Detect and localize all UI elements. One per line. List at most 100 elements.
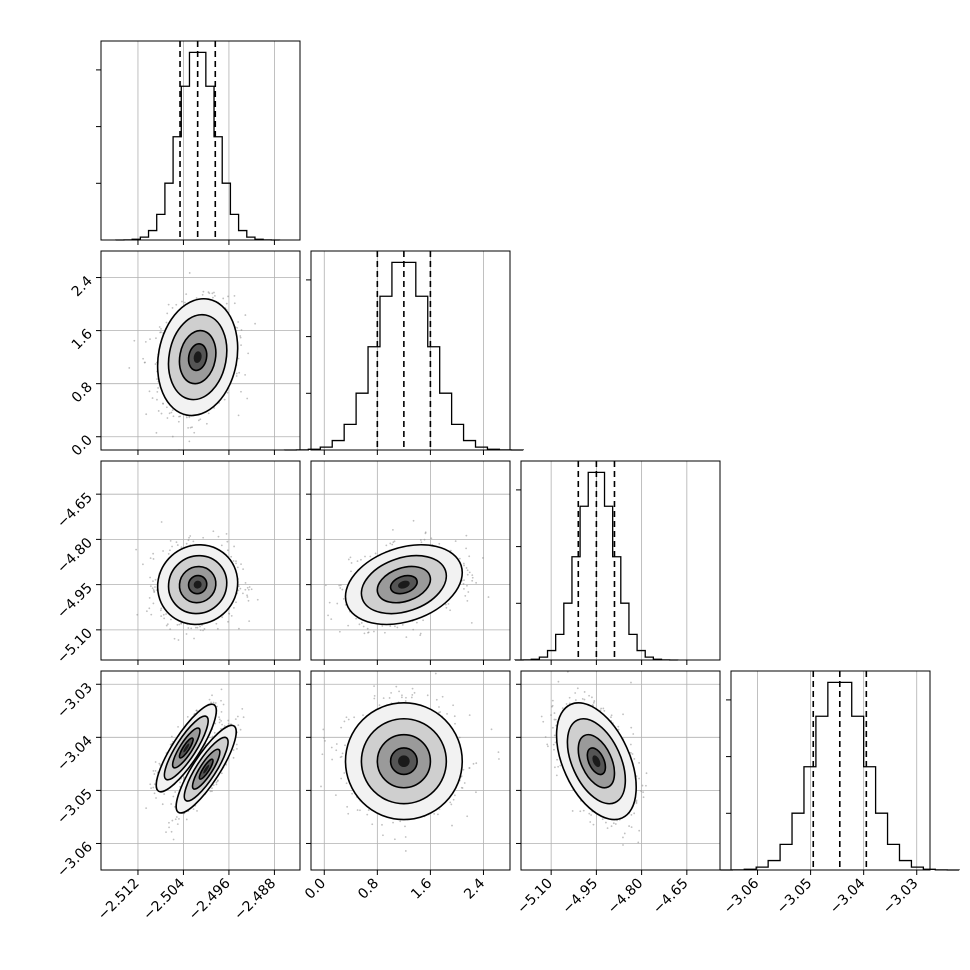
scatter-point	[330, 618, 333, 621]
scatter-point	[173, 637, 176, 640]
histogram-panel-3: −3.06 −3.05 −3.04 −3.03	[719, 670, 960, 917]
scatter-point	[196, 626, 199, 629]
scatter-point	[240, 563, 242, 566]
scatter-point	[178, 623, 181, 626]
scatter-point	[202, 629, 204, 632]
scatter-point	[212, 784, 215, 787]
scatter-point	[449, 609, 452, 612]
scatter-point	[235, 562, 237, 565]
scatter-point	[256, 598, 259, 601]
scatter-point	[394, 625, 396, 628]
scatter-point	[154, 586, 156, 588]
scatter-point	[218, 721, 221, 724]
scatter-point	[169, 540, 172, 542]
scatter-point	[168, 821, 170, 824]
scatter-point	[242, 568, 245, 571]
scatter-point	[177, 639, 180, 641]
scatter-point	[181, 300, 183, 303]
scatter-point	[128, 367, 131, 369]
scatter-point	[214, 722, 217, 725]
scatter-point	[328, 601, 331, 604]
contour-line	[187, 343, 208, 372]
scatter-point	[152, 786, 155, 789]
scatter-point	[246, 586, 249, 589]
scatter-panel-3-0: −2.512−2.504−2.496−2.488−3.06−3.05−3.04−…	[54, 670, 301, 923]
scatter-point	[165, 321, 168, 324]
scatter-point	[153, 792, 156, 795]
scatter-point	[470, 621, 473, 624]
scatter-point	[232, 560, 235, 562]
scatter-point	[225, 532, 228, 535]
scatter-point	[227, 620, 229, 623]
scatter-point	[155, 431, 158, 434]
axes-frame	[100, 40, 301, 241]
scatter-point	[233, 294, 236, 297]
scatter-point	[373, 685, 375, 688]
scatter-point	[438, 706, 440, 708]
scatter-point	[145, 610, 148, 613]
scatter-point	[424, 531, 427, 534]
scatter-panel-2-0: −5.10−4.95−4.80−4.65	[54, 460, 301, 667]
scatter-point	[237, 589, 240, 592]
scatter-point	[212, 530, 215, 533]
scatter-point	[166, 417, 169, 419]
y-tick-label: −3.05	[54, 786, 96, 828]
contour-line	[163, 715, 209, 781]
scatter-point	[197, 419, 200, 422]
scatter-point	[160, 607, 163, 610]
scatter-point	[364, 555, 366, 558]
scatter-point	[165, 624, 168, 627]
scatter-point	[211, 787, 213, 790]
y-tick-label: −3.04	[54, 733, 96, 775]
scatter-point	[412, 628, 415, 631]
scatter-point	[446, 712, 448, 715]
density-shade	[193, 351, 202, 363]
contour-line	[191, 748, 221, 790]
scatter-point	[240, 344, 242, 347]
scatter-point	[388, 697, 391, 699]
contour-line	[178, 737, 194, 759]
scatter-point	[458, 736, 461, 739]
scatter-point	[145, 807, 148, 810]
scatter-point	[158, 326, 161, 328]
contour-line	[187, 574, 208, 595]
scatter-point	[187, 539, 190, 542]
scatter-point	[369, 555, 372, 558]
scatter-point	[232, 749, 235, 751]
axes-frame	[310, 460, 511, 661]
scatter-point	[177, 726, 179, 728]
scatter-point	[163, 617, 166, 620]
scatter-point	[367, 809, 370, 811]
scatter-point	[215, 622, 218, 625]
scatter-point	[207, 412, 210, 415]
scatter-point	[175, 303, 178, 306]
scatter-point	[347, 624, 350, 627]
scatter-point	[220, 727, 222, 730]
scatter-point	[174, 818, 177, 821]
scatter-point	[347, 812, 350, 815]
scatter-point	[193, 431, 196, 434]
scatter-point	[171, 435, 174, 438]
scatter-point	[220, 772, 223, 775]
scatter-point	[153, 783, 156, 786]
scatter-point	[208, 292, 211, 295]
scatter-point	[152, 589, 155, 591]
scatter-point	[237, 321, 240, 323]
scatter-point	[452, 704, 455, 707]
scatter-point	[179, 781, 181, 784]
scatter-point	[203, 628, 206, 630]
scatter-point	[221, 616, 224, 619]
scatter-point	[154, 363, 157, 365]
scatter-point	[382, 834, 384, 837]
contour-line	[155, 703, 218, 793]
contour-line	[360, 554, 448, 615]
scatter-point	[237, 414, 240, 417]
scatter-point	[463, 564, 465, 567]
scatter-point	[160, 331, 162, 334]
x-tick-label: −2.496	[186, 875, 234, 923]
scatter-point	[463, 579, 465, 582]
scatter-point	[360, 558, 362, 561]
scatter-point	[171, 409, 174, 412]
y-tick-label: −3.06	[54, 839, 96, 881]
